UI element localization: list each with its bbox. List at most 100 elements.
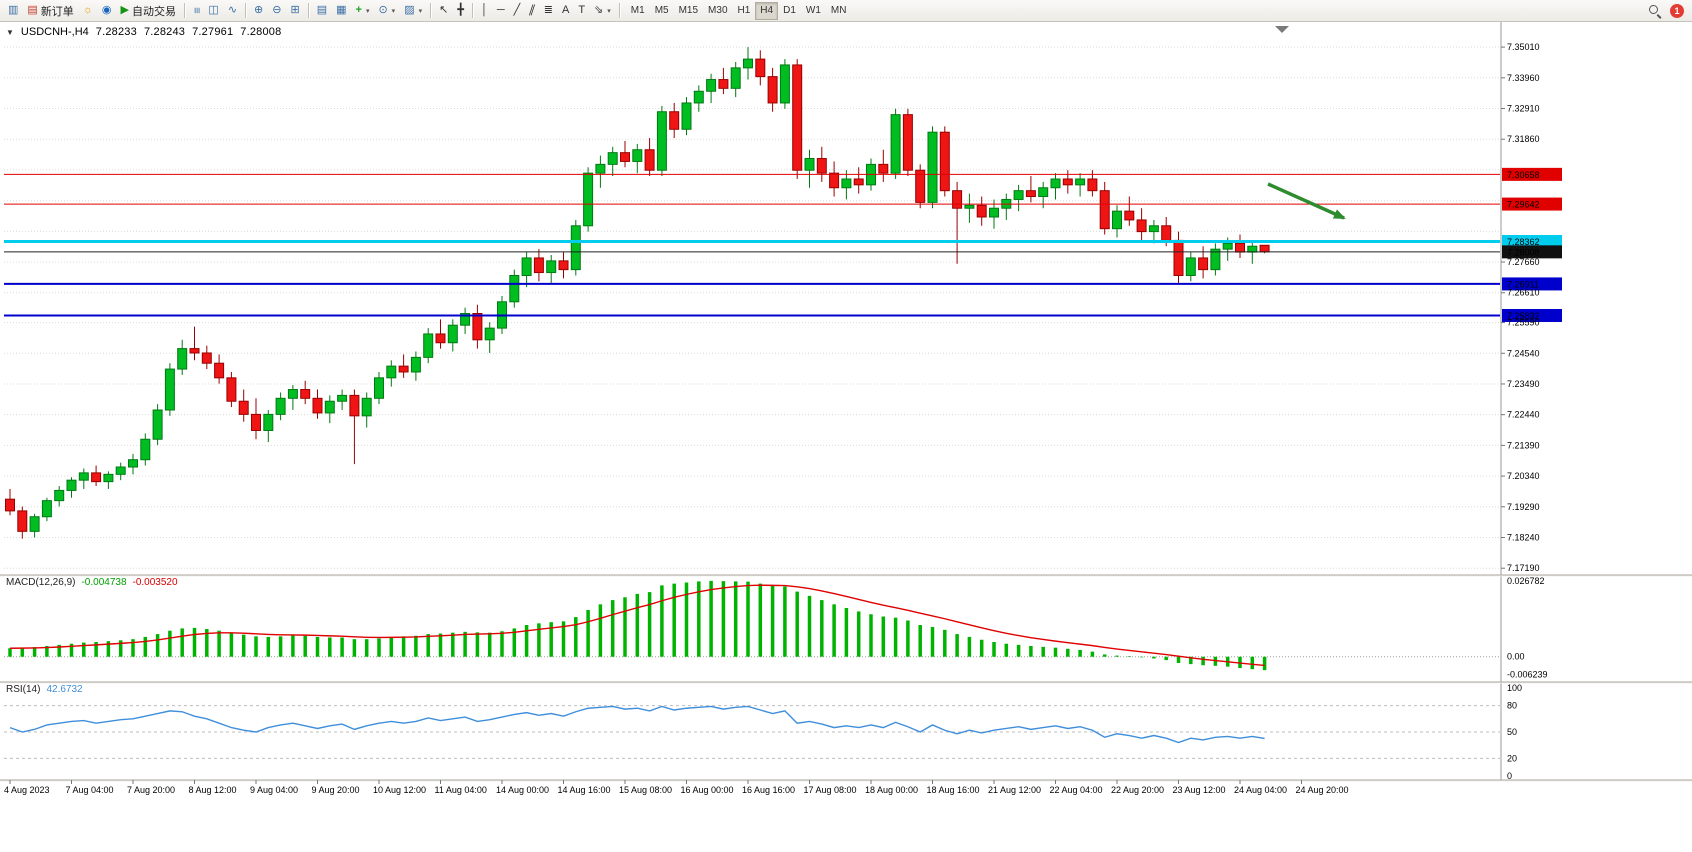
close-value: 7.28008: [240, 26, 282, 38]
candle: [1099, 190, 1110, 230]
timeframe-mn[interactable]: MN: [826, 2, 852, 20]
timeframe-m5[interactable]: M5: [650, 2, 674, 20]
candle: [238, 400, 249, 415]
candle: [386, 365, 397, 379]
support-icon: ◉: [101, 4, 112, 16]
timeframe-h1[interactable]: H1: [733, 2, 756, 20]
trendline-button[interactable]: ╱: [510, 2, 525, 20]
candle: [337, 394, 348, 402]
horizontal-line-button[interactable]: ─: [493, 2, 509, 20]
price-axis-label: 7.25590: [1507, 318, 1540, 328]
timeframe-h4[interactable]: H4: [755, 1, 779, 20]
new-order-button-label: 新订单: [40, 5, 74, 18]
candlestick-chart-button[interactable]: ◫: [204, 2, 222, 20]
candlestick-chart-icon: ◫: [208, 4, 219, 16]
candle: [54, 489, 65, 502]
shapes-icon: ⇘: [594, 4, 604, 16]
candle: [927, 131, 938, 203]
timeframe-d1[interactable]: D1: [778, 2, 801, 20]
time-axis-label: 18 Aug 00:00: [865, 785, 918, 795]
fibonacci-button[interactable]: ≣: [540, 2, 557, 20]
support-button[interactable]: ◉: [98, 2, 116, 20]
timeframe-m30[interactable]: M30: [703, 2, 732, 20]
autotrading-button[interactable]: ▶ 自动交易: [117, 2, 180, 20]
price-axis-label: 7.22440: [1507, 410, 1540, 420]
channel-button[interactable]: ∥: [525, 2, 539, 20]
chart-menu-toggle-icon[interactable]: ▼: [6, 27, 14, 37]
rsi-axis-label: 20: [1507, 753, 1517, 763]
candle: [103, 473, 114, 483]
candle: [546, 260, 557, 274]
symbol-period-label: USDCNH-,H4: [20, 26, 89, 38]
candle: [1222, 242, 1233, 250]
price-axis-label: 7.26610: [1507, 288, 1540, 298]
chart-shift-marker[interactable]: [1275, 26, 1289, 33]
candle: [779, 64, 790, 104]
cursor-icon: ↖: [439, 4, 449, 16]
timeframe-m1[interactable]: M1: [626, 2, 650, 20]
autotrading-icon: ▶: [120, 4, 129, 16]
text-button[interactable]: A: [558, 2, 573, 20]
line-chart-button[interactable]: ∿: [224, 2, 241, 20]
chart-canvas[interactable]: 7.306587.296427.283627.280087.269117.258…: [0, 22, 1692, 802]
alerts-icon: ☼: [82, 4, 93, 16]
candle: [743, 58, 753, 69]
periods-button[interactable]: ⊙ ▾: [374, 2, 399, 20]
templates-button[interactable]: ▨ ▾: [400, 2, 426, 20]
shapes-button[interactable]: ⇘ ▾: [590, 2, 615, 20]
candle: [115, 466, 126, 475]
candle: [632, 149, 643, 162]
time-axis-label: 9 Aug 04:00: [250, 785, 298, 795]
add-indicator-button[interactable]: + ▾: [352, 2, 374, 20]
time-axis: 4 Aug 2023 7 Aug 04:00 7 Aug 20:00 8 Aug 12…: [4, 780, 1349, 795]
notification-badge[interactable]: 1: [1670, 3, 1684, 18]
candle: [915, 169, 926, 203]
crosshair-button[interactable]: ╋: [453, 2, 468, 20]
indicators-window-button[interactable]: ▤: [313, 2, 331, 20]
bar-chart-button[interactable]: ≡: [189, 2, 203, 20]
trend-arrow-annotation[interactable]: [1267, 182, 1346, 220]
candle: [989, 207, 999, 218]
time-axis-label: 15 Aug 08:00: [619, 785, 672, 795]
periods-icon: ⊙: [378, 4, 388, 16]
label-button[interactable]: T: [574, 2, 589, 20]
timeframe-w1[interactable]: W1: [801, 2, 826, 20]
alerts-button[interactable]: ☼: [79, 2, 97, 20]
price-badge: [1502, 245, 1562, 259]
toolbar-separator: [618, 3, 620, 18]
candle: [1161, 225, 1172, 241]
search-button[interactable]: [1644, 2, 1665, 20]
new-order-button[interactable]: ▤ 新订单: [23, 2, 77, 20]
toolbar-separator: [183, 3, 185, 18]
candle: [1013, 190, 1024, 200]
zoom-in-icon: ⊕: [254, 4, 264, 16]
data-window-button[interactable]: ▦: [332, 2, 350, 20]
price-axis-label: 7.24540: [1507, 348, 1540, 358]
price-badge: [1502, 308, 1562, 322]
time-axis-label: 16 Aug 00:00: [681, 785, 734, 795]
timeframe-m15[interactable]: M15: [674, 2, 703, 20]
rsi-panel: 100 80 50 20 0: [4, 683, 1522, 781]
price-axis-label: 7.21390: [1507, 440, 1540, 450]
candle: [841, 178, 852, 189]
cursor-button[interactable]: ↖: [435, 2, 452, 20]
macd-signal-value: -0.003520: [132, 577, 178, 588]
vertical-line-button[interactable]: │: [477, 2, 492, 20]
candle: [1173, 239, 1184, 276]
candle: [398, 365, 409, 373]
zoom-in-button[interactable]: ⊕: [250, 2, 267, 20]
zoom-out-button[interactable]: ⊖: [268, 2, 285, 20]
candle: [312, 397, 323, 414]
candle: [140, 438, 151, 461]
new-chart-button[interactable]: ▥: [4, 2, 22, 20]
candle: [1198, 257, 1209, 271]
line-chart-icon: ∿: [227, 4, 238, 16]
macd-header: MACD(12,26,9) -0.004738 -0.003520: [6, 577, 178, 588]
candle: [706, 79, 717, 92]
zoom-out-icon: ⊖: [272, 4, 282, 16]
text-icon: A: [561, 4, 570, 16]
tile-windows-button[interactable]: ⊞: [286, 2, 303, 20]
toolbar: ▥ ▤ 新订单 ☼ ◉ ▶ 自动交易 ≡ ◫ ∿ ⊕ ⊖ ⊞ ▤ ▦ + ▾ ⊙ ▾ ▨ ▾ ↖ ╋ │ ─ ╱ ∥ ≣ A T ⇘ ▾ M1 M…: [0, 0, 1692, 22]
candle: [570, 225, 581, 271]
